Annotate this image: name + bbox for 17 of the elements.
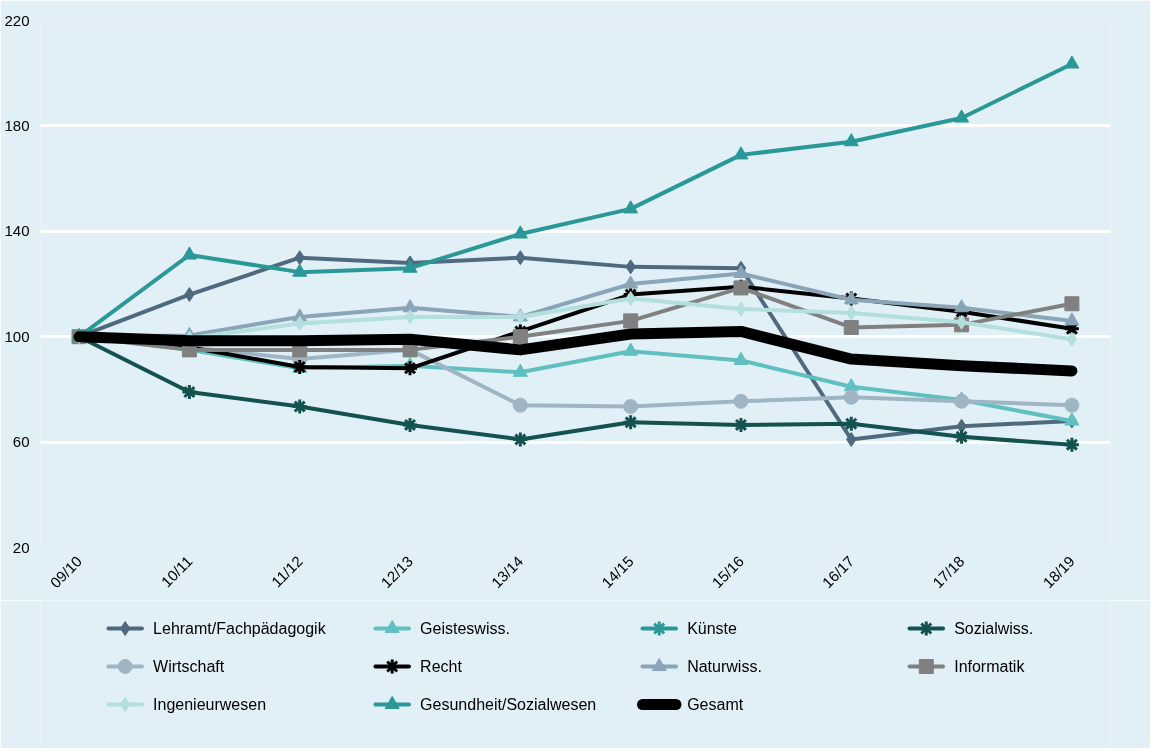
y-tick-label: 180 [4,116,30,134]
y-tick-label: 100 [4,327,30,345]
legend-label: Gesundheit/Sozialwesen [420,696,597,713]
legend-label: Gesamt [687,696,744,713]
y-tick-label: 220 [4,11,30,29]
legend-label: Lehramt/Fachpädagogik [153,620,327,637]
legend-label: Wirtschaft [153,658,225,675]
legend-label: Recht [420,658,463,675]
legend-label: Geisteswiss. [420,620,510,637]
legend-label: Ingenieurwesen [153,696,267,713]
y-tick-label: 60 [12,433,30,451]
y-tick-label: 20 [12,538,30,556]
y-tick-label: 140 [4,222,30,240]
legend-label: Naturwiss. [687,658,762,675]
legend-label: Sozialwiss. [954,620,1034,637]
legend-label: Informatik [954,658,1026,675]
legend-label: Künste [687,620,738,637]
